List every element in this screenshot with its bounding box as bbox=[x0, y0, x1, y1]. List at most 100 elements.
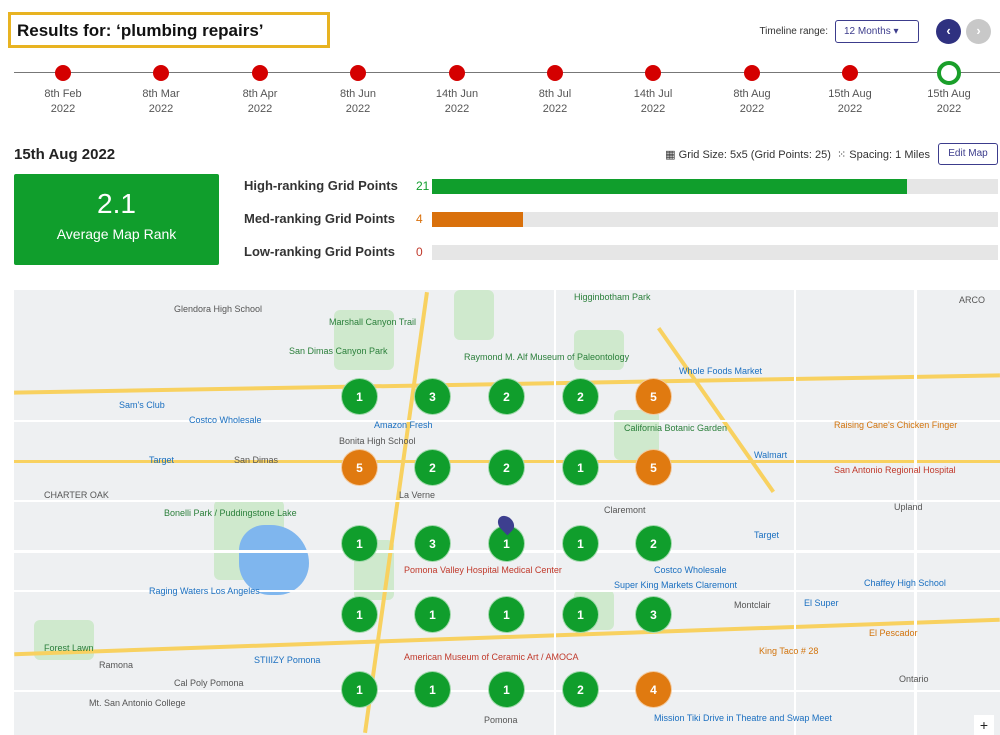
grid-point-marker[interactable]: 5 bbox=[341, 449, 378, 486]
timeline-label: 8th Apr 2022 bbox=[242, 88, 278, 115]
timeline-point[interactable] bbox=[153, 65, 169, 81]
grid-point-marker[interactable]: 1 bbox=[562, 596, 599, 633]
timeline-range-select[interactable]: 12 Months ▾ bbox=[835, 20, 919, 43]
timeline-label: 8th Feb 2022 bbox=[44, 88, 82, 115]
map-label: American Museum of Ceramic Art / AMOCA bbox=[404, 652, 579, 662]
grid-point-marker[interactable]: 1 bbox=[488, 596, 525, 633]
results-title: Results for: ‘plumbing repairs’ bbox=[8, 12, 330, 48]
map-label: Sam's Club bbox=[119, 400, 165, 410]
grid-point-marker[interactable]: 3 bbox=[635, 596, 672, 633]
map-label: Costco Wholesale bbox=[654, 565, 727, 575]
timeline-point[interactable] bbox=[252, 65, 268, 81]
stat-bar bbox=[432, 179, 998, 194]
timeline-point[interactable] bbox=[645, 65, 661, 81]
grid-point-marker[interactable]: 3 bbox=[414, 525, 451, 562]
zoom-in-button[interactable]: + bbox=[974, 715, 994, 735]
stat-bar bbox=[432, 212, 998, 227]
stat-label: High-ranking Grid Points bbox=[244, 178, 398, 193]
grid-icon: ▦ bbox=[665, 149, 676, 161]
stat-count: 21 bbox=[416, 179, 430, 193]
map-label: El Super bbox=[804, 598, 839, 608]
grid-point-marker[interactable]: 2 bbox=[635, 525, 672, 562]
edit-map-button[interactable]: Edit Map bbox=[938, 143, 998, 165]
map-label: Forest Lawn bbox=[44, 643, 94, 653]
timeline-point[interactable] bbox=[842, 65, 858, 81]
map-label: STIIIZY Pomona bbox=[254, 655, 321, 665]
map-label: Raging Waters Los Angeles bbox=[149, 586, 260, 596]
timeline-label: 8th Mar 2022 bbox=[142, 88, 180, 115]
map-label: La Verne bbox=[399, 490, 436, 500]
prev-button[interactable]: ‹ bbox=[936, 19, 961, 44]
map-label: Ramona bbox=[99, 660, 134, 670]
map-label: Target bbox=[149, 455, 175, 465]
timeline-point[interactable] bbox=[55, 65, 71, 81]
grid-point-marker[interactable]: 1 bbox=[562, 525, 599, 562]
grid-point-marker[interactable]: 1 bbox=[341, 596, 378, 633]
grid-size: Grid Size: 5x5 (Grid Points: 25) bbox=[678, 149, 831, 161]
chevron-down-icon: ▾ bbox=[893, 26, 899, 37]
grid-point-marker[interactable]: 2 bbox=[414, 449, 451, 486]
timeline-point[interactable] bbox=[449, 65, 465, 81]
map-label: Higginbotham Park bbox=[574, 292, 651, 302]
timeline-point[interactable] bbox=[547, 65, 563, 81]
map-label: San Dimas bbox=[234, 455, 279, 465]
map[interactable]: Glendora High School Marshall Canyon Trai… bbox=[14, 290, 1000, 735]
map-label: Pomona bbox=[484, 715, 518, 725]
grid-point-marker[interactable]: 3 bbox=[414, 378, 451, 415]
grid-point-marker[interactable]: 1 bbox=[341, 671, 378, 708]
map-label: Costco Wholesale bbox=[189, 415, 262, 425]
timeline-label: 15th Aug 2022 bbox=[927, 88, 971, 115]
spacing: Spacing: 1 Miles bbox=[849, 149, 930, 161]
map-label: Bonelli Park / Puddingstone Lake bbox=[164, 508, 297, 518]
grid-point-marker[interactable]: 2 bbox=[488, 449, 525, 486]
timeline-label: 8th Jul 2022 bbox=[538, 88, 572, 115]
next-button[interactable]: › bbox=[966, 19, 991, 44]
spacing-icon: ⁙ bbox=[837, 149, 847, 161]
map-label: Super King Markets Claremont bbox=[614, 580, 738, 590]
grid-point-marker[interactable]: 5 bbox=[635, 378, 672, 415]
stat-label: Low-ranking Grid Points bbox=[244, 244, 395, 259]
timeline-point[interactable] bbox=[937, 61, 961, 85]
grid-point-marker[interactable]: 4 bbox=[635, 671, 672, 708]
selected-date: 15th Aug 2022 bbox=[14, 146, 116, 163]
stat-count: 4 bbox=[416, 212, 423, 226]
timeline-label: 15th Aug 2022 bbox=[828, 88, 872, 115]
grid-point-marker[interactable]: 1 bbox=[488, 671, 525, 708]
average-rank-value: 2.1 bbox=[97, 188, 136, 219]
timeline-point[interactable] bbox=[350, 65, 366, 81]
map-label: El Pescador bbox=[869, 628, 918, 638]
grid-info: ▦ Grid Size: 5x5 (Grid Points: 25) ⁙ Spa… bbox=[665, 148, 930, 161]
map-label: San Antonio Regional Hospital bbox=[834, 465, 956, 475]
grid-point-marker[interactable]: 1 bbox=[414, 596, 451, 633]
map-label: Target bbox=[754, 530, 780, 540]
map-label: Mt. San Antonio College bbox=[89, 698, 186, 708]
map-label: Amazon Fresh bbox=[374, 420, 433, 430]
map-label: Claremont bbox=[604, 505, 646, 515]
map-label: Whole Foods Market bbox=[679, 366, 763, 376]
grid-point-marker[interactable]: 1 bbox=[562, 449, 599, 486]
map-label: San Dimas Canyon Park bbox=[289, 346, 388, 356]
grid-point-marker[interactable]: 1 bbox=[341, 378, 378, 415]
grid-point-marker[interactable]: 2 bbox=[488, 378, 525, 415]
grid-point-marker[interactable]: 2 bbox=[562, 378, 599, 415]
map-label: CHARTER OAK bbox=[44, 490, 109, 500]
map-label: Glendora High School bbox=[174, 304, 263, 314]
map-label: Bonita High School bbox=[339, 436, 416, 446]
average-rank-card: 2.1 Average Map Rank bbox=[14, 174, 219, 265]
map-label: Pomona Valley Hospital Medical Center bbox=[404, 565, 562, 575]
grid-point-marker[interactable]: 1 bbox=[488, 525, 525, 562]
grid-point-marker[interactable]: 5 bbox=[635, 449, 672, 486]
map-label: Ontario bbox=[899, 674, 929, 684]
map-label: King Taco # 28 bbox=[759, 646, 819, 656]
stat-bar bbox=[432, 245, 998, 260]
map-label: Raising Cane's Chicken Finger bbox=[834, 420, 958, 430]
timeline-label: 14th Jul 2022 bbox=[633, 88, 673, 115]
average-rank-label: Average Map Rank bbox=[56, 226, 177, 242]
timeline-label: 8th Jun 2022 bbox=[339, 88, 377, 115]
grid-point-marker[interactable]: 1 bbox=[414, 671, 451, 708]
map-label: Raymond M. Alf Museum of Paleontology bbox=[464, 352, 630, 362]
timeline-point[interactable] bbox=[744, 65, 760, 81]
timeline-label: 14th Jun 2022 bbox=[435, 88, 479, 115]
grid-point-marker[interactable]: 1 bbox=[341, 525, 378, 562]
grid-point-marker[interactable]: 2 bbox=[562, 671, 599, 708]
